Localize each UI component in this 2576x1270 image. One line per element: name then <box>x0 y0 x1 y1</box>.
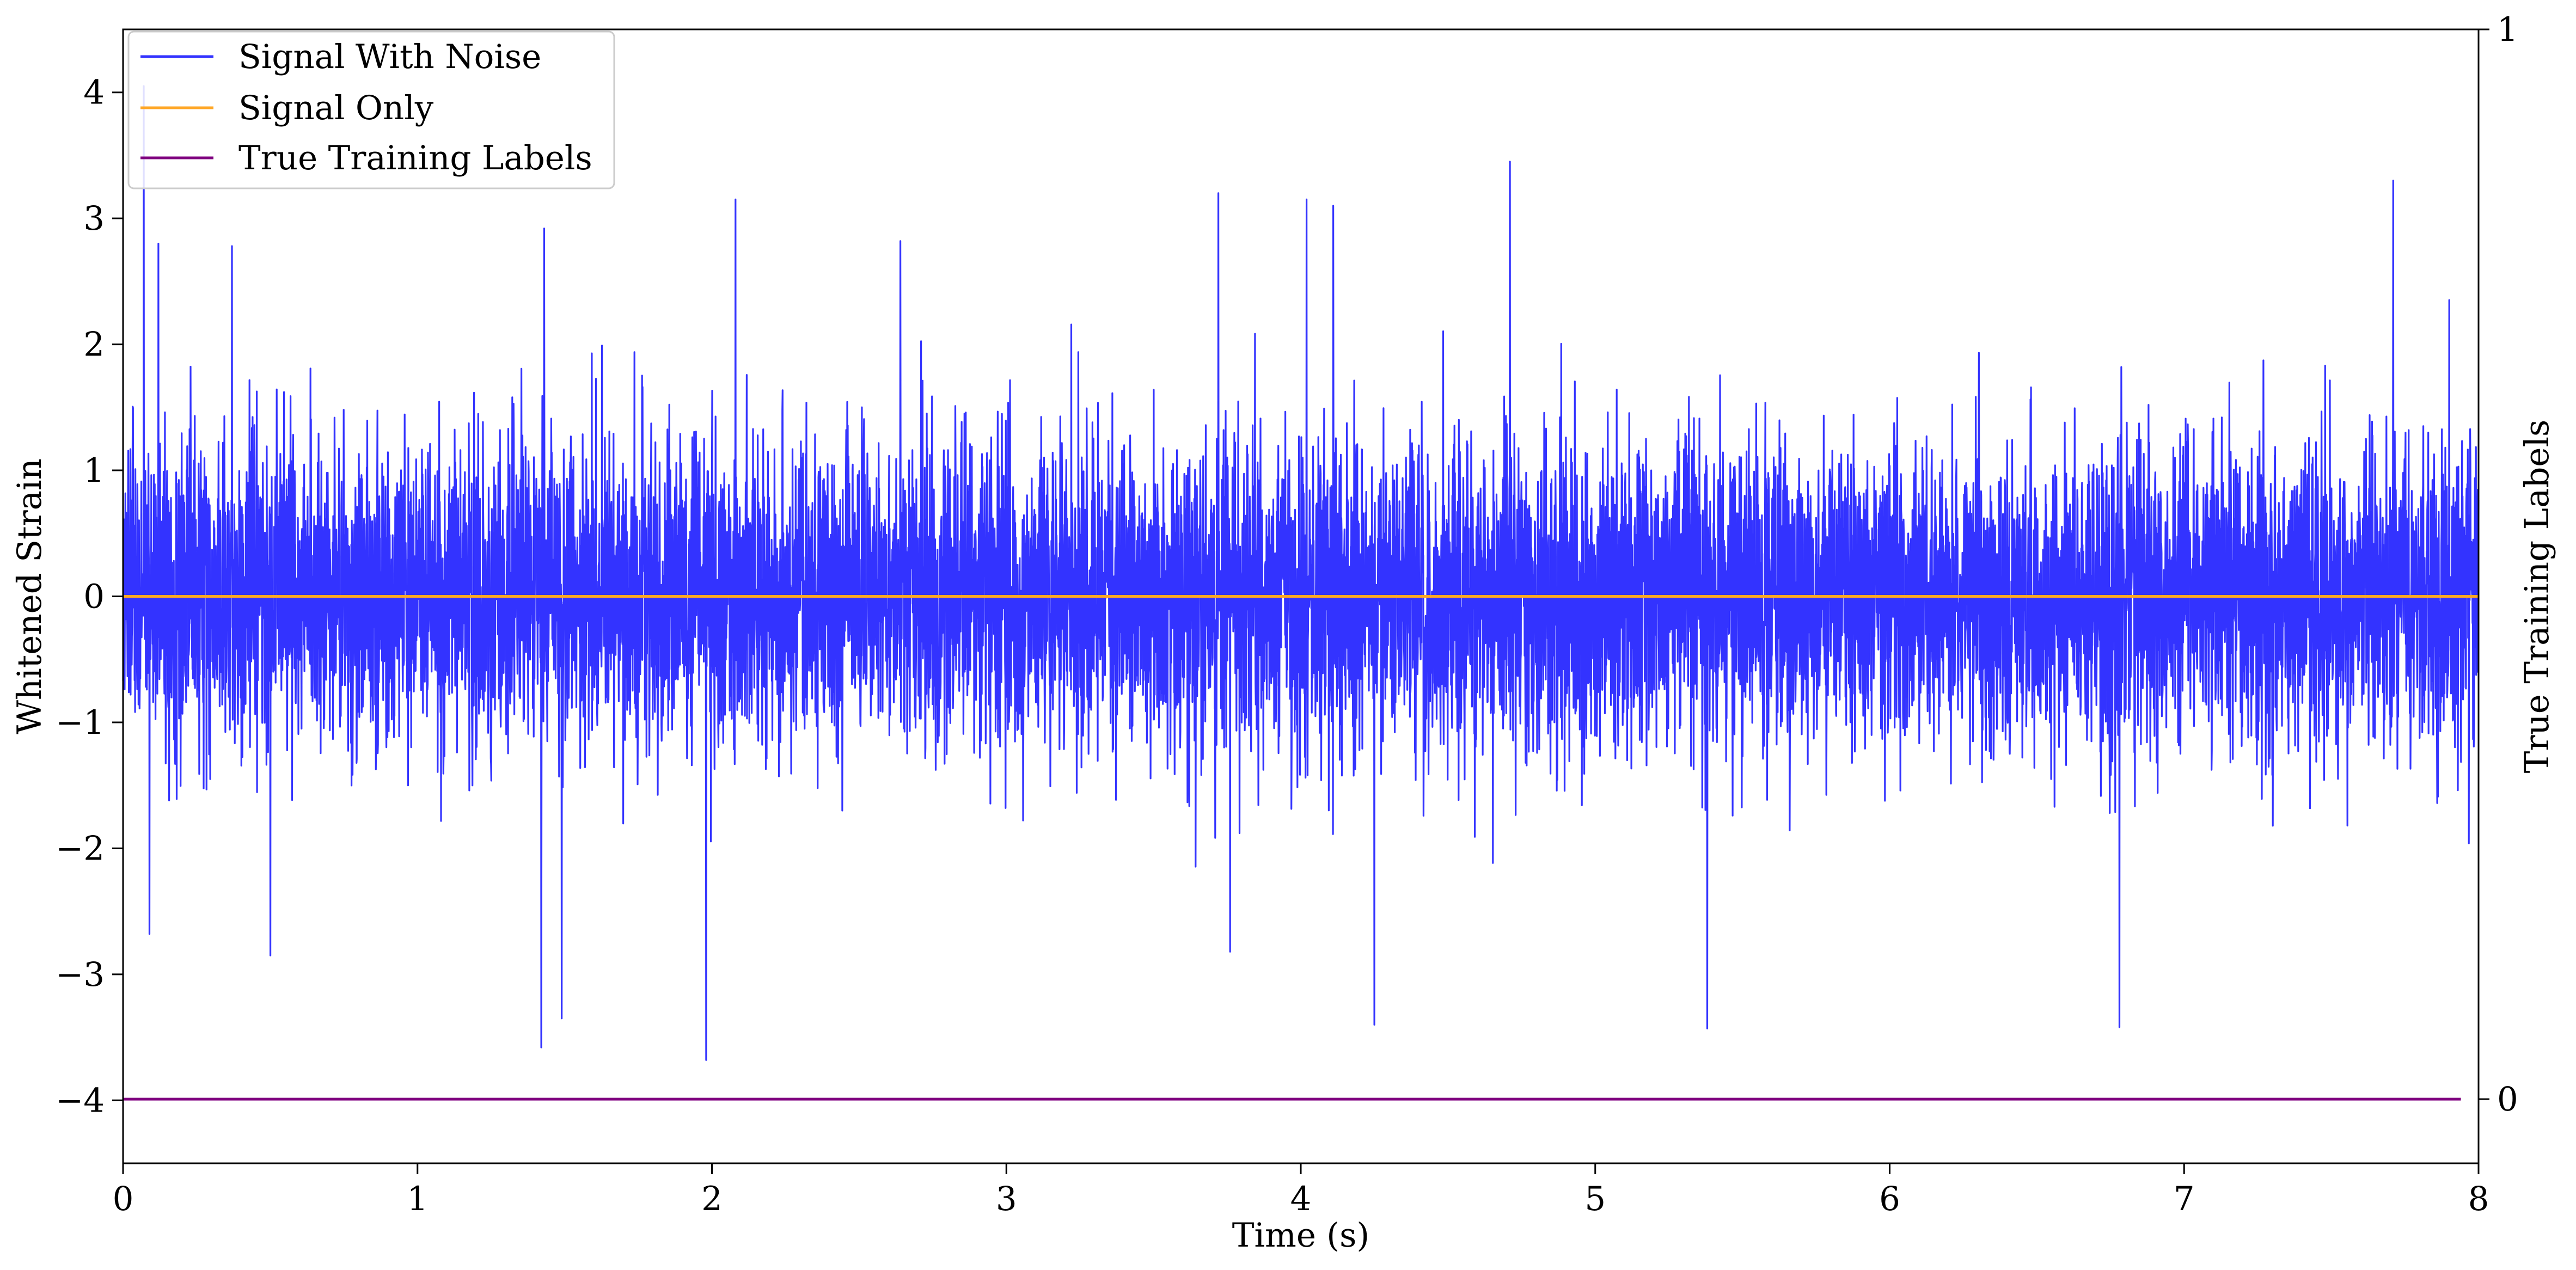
x-tick-label: 3 <box>996 1180 1017 1218</box>
legend-label-true-training-labels: True Training Labels <box>238 139 592 177</box>
x-tick-label: 6 <box>1879 1180 1900 1218</box>
legend-label-signal-with-noise: Signal With Noise <box>238 38 541 76</box>
x-tick-label: 7 <box>2174 1180 2195 1218</box>
signal-with-noise-layer <box>122 85 2480 1061</box>
y-tick-label: −2 <box>56 829 105 868</box>
y2-axis-label: True Training Labels <box>2518 420 2556 774</box>
y-tick-label: 4 <box>83 73 105 112</box>
y-tick-label: 3 <box>83 199 105 238</box>
x-axis-label: Time (s) <box>1232 1216 1369 1255</box>
y-tick-label: 2 <box>83 326 105 364</box>
series-line-signal-with-noise <box>122 85 2480 1061</box>
y-tick-label: 0 <box>83 578 105 616</box>
y-tick-label: −3 <box>56 955 105 994</box>
y-axis-label: Whitened Strain <box>10 458 49 734</box>
y-tick-label: −1 <box>56 703 105 742</box>
x-tick-label: 1 <box>407 1180 428 1218</box>
x-tick-label: 4 <box>1290 1180 1312 1218</box>
legend: Signal With Noise Signal Only True Train… <box>127 30 615 189</box>
y-tick-label: 1 <box>83 451 105 490</box>
x-tick-label: 5 <box>1584 1180 1606 1218</box>
x-tick-label: 0 <box>113 1180 134 1218</box>
flat-series-layer <box>123 595 2479 1101</box>
y2-tick-label: 0 <box>2497 1080 2518 1119</box>
x-tick-label: 2 <box>701 1180 723 1218</box>
x-tick-label: 8 <box>2468 1180 2489 1218</box>
legend-box <box>127 30 615 189</box>
axes: 0 1 2 3 4 5 6 7 8 −4 −3 −2 −1 0 1 2 3 4 0 1 <box>56 10 2518 1218</box>
y-tick-label: −4 <box>56 1081 105 1120</box>
legend-label-signal-only: Signal Only <box>238 89 434 127</box>
y2-tick-label: 1 <box>2497 10 2518 49</box>
